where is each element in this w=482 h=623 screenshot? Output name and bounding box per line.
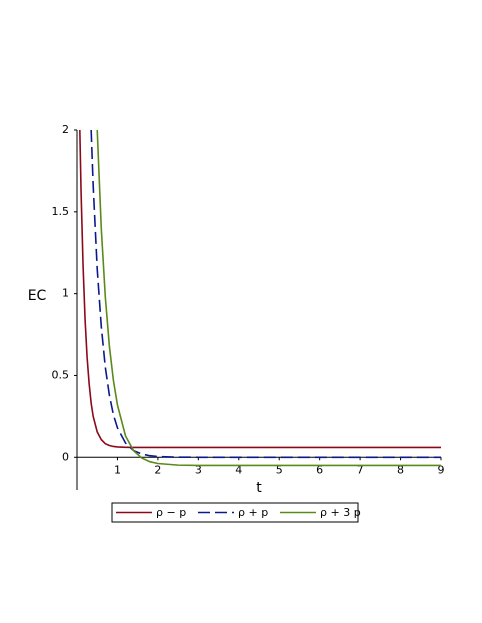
legend: ρ − p ρ + p ρ + 3 p — [111, 502, 361, 523]
x-axis-label: t — [256, 480, 262, 496]
y-tick-label: 1.5 — [52, 205, 70, 218]
x-tick-label: 4 — [235, 463, 242, 476]
x-tick-label: 7 — [357, 463, 364, 476]
legend-label: ρ + p — [238, 506, 268, 519]
legend-label: ρ + 3 p — [320, 506, 361, 519]
x-tick-label: 5 — [276, 463, 283, 476]
y-tick-label: 0 — [62, 450, 69, 463]
legend-box — [111, 502, 359, 523]
y-axis-label: EC — [28, 288, 47, 304]
y-tick-label: 1 — [62, 287, 69, 300]
series-line — [79, 129, 441, 449]
x-tick-label: 8 — [397, 463, 404, 476]
x-tick-label: 3 — [195, 463, 202, 476]
series-line — [96, 129, 441, 467]
y-tick-label: 2 — [62, 123, 69, 136]
series-line — [90, 129, 441, 459]
y-tick-label: 0.5 — [52, 368, 70, 381]
x-tick-label: 6 — [316, 463, 323, 476]
legend-label: ρ − p — [156, 506, 186, 519]
x-tick-label: 2 — [154, 463, 161, 476]
x-tick-label: 9 — [438, 463, 445, 476]
x-tick-label: 1 — [114, 463, 121, 476]
